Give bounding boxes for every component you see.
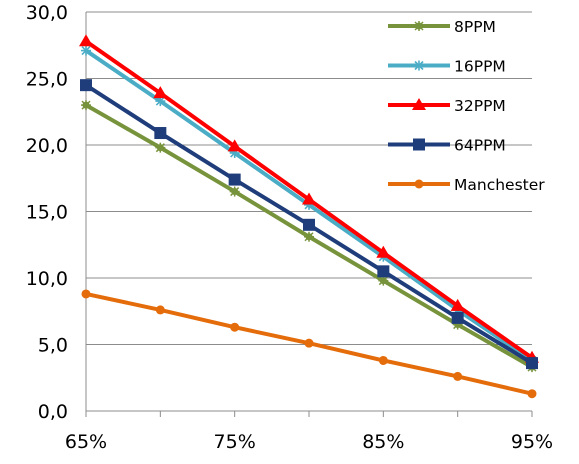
legend-label-32ppm: 32PPM	[454, 97, 506, 115]
series-manchester	[81, 289, 537, 399]
data-point-manchester	[453, 371, 463, 381]
data-point-32ppm-shape	[376, 245, 391, 258]
data-point-manchester	[81, 289, 91, 299]
x-tick-label: 65%	[65, 431, 107, 453]
legend-marker-32ppm-shape	[412, 98, 426, 110]
data-point-manchester	[230, 322, 240, 332]
data-point-32ppm-shape	[153, 86, 168, 99]
legend-label-64ppm: 64PPM	[454, 137, 506, 155]
legend-item-8ppm: 8PPM	[388, 18, 496, 36]
data-point-64ppm	[303, 218, 315, 231]
legend-marker-8ppm-stroke	[414, 21, 424, 31]
y-tick-label: 15,0	[26, 202, 68, 224]
legend-marker-32ppm	[412, 98, 426, 110]
x-tick-label: 95%	[511, 431, 553, 453]
series-lines	[79, 34, 539, 399]
series-16ppm	[81, 45, 537, 366]
data-point-manchester	[155, 305, 165, 315]
data-point-8ppm	[229, 186, 240, 197]
data-point-32ppm-shape	[227, 139, 242, 152]
data-point-32ppm	[450, 298, 465, 311]
data-point-manchester-shape	[81, 289, 91, 299]
data-point-32ppm	[153, 86, 168, 99]
y-tick-label: 25,0	[26, 69, 68, 91]
legend-item-32ppm: 32PPM	[388, 97, 506, 115]
legend-label-16ppm: 16PPM	[454, 58, 506, 76]
data-point-8ppm	[81, 100, 91, 111]
data-point-64ppm-shape	[228, 173, 241, 186]
legend-marker-manchester-shape	[414, 179, 424, 189]
y-tick-label: 0,0	[38, 401, 68, 423]
data-point-manchester	[304, 338, 314, 348]
data-point-64ppm-shape	[451, 311, 464, 324]
axes: 0,0 5,0 10,0 15,0 20,0 25,0 30,0 65% 75% 85% 95%	[26, 2, 553, 453]
data-point-32ppm	[79, 34, 93, 47]
legend-item-64ppm: 64PPM	[388, 137, 506, 155]
y-tick-label: 20,0	[26, 135, 68, 157]
data-point-64ppm-shape	[80, 79, 92, 92]
data-point-8ppm-stroke	[378, 276, 388, 286]
data-point-64ppm	[154, 127, 167, 140]
data-point-manchester	[527, 389, 537, 399]
data-point-8ppm	[378, 275, 389, 286]
data-point-manchester-shape	[378, 355, 388, 365]
data-point-manchester-shape	[453, 371, 463, 381]
data-point-8ppm	[155, 142, 166, 153]
legend-marker-manchester	[414, 179, 424, 189]
data-point-64ppm	[451, 311, 464, 324]
data-point-64ppm-shape	[303, 218, 315, 231]
data-point-64ppm-shape	[526, 357, 538, 370]
legend-item-16ppm: 16PPM	[388, 58, 506, 76]
data-point-manchester-shape	[155, 305, 165, 315]
data-point-manchester-shape	[230, 322, 240, 332]
data-point-manchester-shape	[304, 338, 314, 348]
data-point-8ppm-stroke	[81, 100, 91, 110]
data-point-8ppm	[304, 231, 314, 242]
legend-marker-16ppm	[414, 60, 424, 71]
data-point-16ppm	[81, 45, 91, 56]
legend-marker-64ppm-shape	[413, 138, 425, 151]
data-point-8ppm-stroke	[230, 187, 240, 197]
data-point-32ppm-shape	[450, 298, 465, 311]
legend-label-8ppm: 8PPM	[454, 18, 496, 36]
data-point-manchester-shape	[527, 389, 537, 399]
x-tick-label: 85%	[362, 431, 404, 453]
y-tick-label: 10,0	[26, 268, 68, 290]
data-point-32ppm	[302, 192, 316, 205]
data-point-64ppm-shape	[154, 127, 167, 140]
data-point-8ppm-stroke	[155, 143, 165, 153]
legend-item-manchester: Manchester	[388, 176, 545, 194]
data-point-64ppm	[228, 173, 241, 186]
legend-marker-8ppm	[414, 21, 424, 31]
data-point-manchester	[378, 355, 388, 365]
x-tick-label: 75%	[214, 431, 256, 453]
series-32ppm	[79, 34, 539, 363]
data-point-64ppm	[526, 357, 538, 370]
y-tick-label: 5,0	[38, 335, 68, 357]
legend-marker-64ppm	[413, 138, 425, 151]
legend: 8PPM 16PPM 32PPM 64PPM Manchester	[388, 18, 545, 194]
data-point-32ppm	[376, 245, 391, 258]
legend-label-manchester: Manchester	[454, 176, 545, 194]
data-point-32ppm	[227, 139, 242, 152]
data-point-32ppm-shape	[302, 192, 316, 205]
data-point-32ppm-shape	[79, 34, 93, 47]
data-point-64ppm-shape	[377, 265, 390, 278]
data-point-64ppm	[377, 265, 390, 278]
y-tick-label: 30,0	[26, 2, 68, 24]
series-64ppm	[80, 79, 538, 370]
data-point-8ppm-stroke	[304, 232, 314, 242]
data-point-64ppm	[80, 79, 92, 92]
